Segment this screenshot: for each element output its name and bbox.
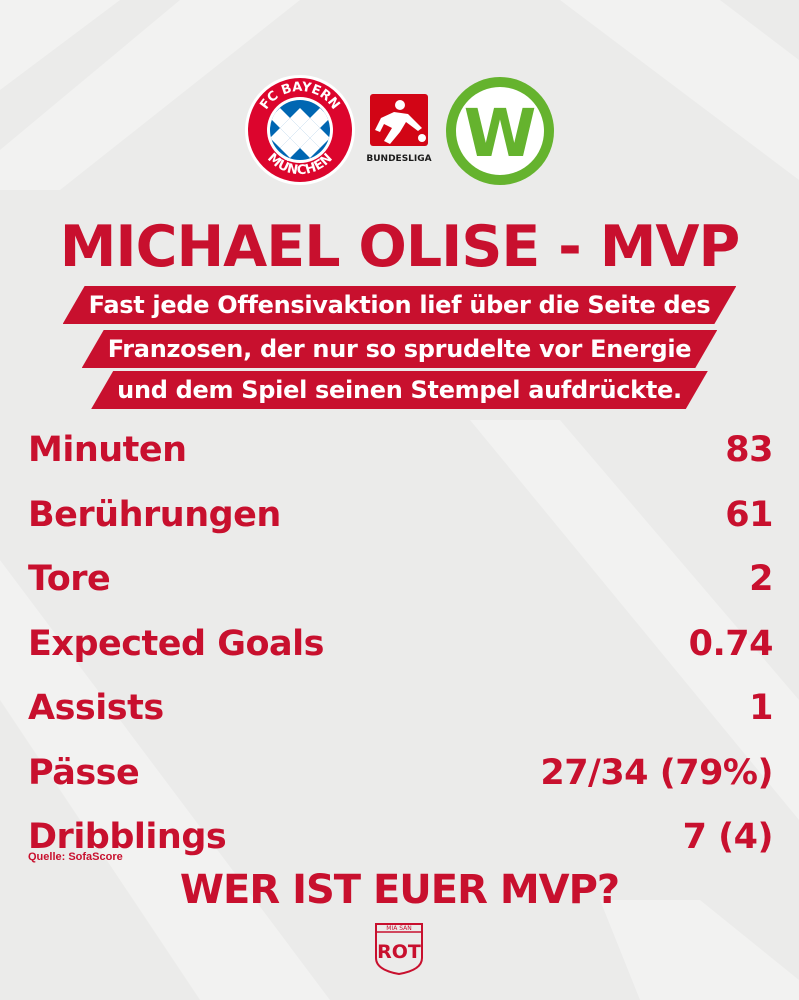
subtitle-banner-1: Fast jede Offensivaktion lief über die S…: [0, 285, 799, 325]
stat-label: Berührungen: [28, 494, 281, 535]
wolfsburg-letter: W: [464, 95, 537, 172]
subtitle-banner-2: Franzosen, der nur so sprudelte vor Ener…: [0, 329, 799, 369]
stat-value: 61: [725, 494, 773, 535]
footer-logo-top-text: MIA SAN: [386, 925, 411, 932]
footer-logo-main-text: ROT: [377, 941, 421, 963]
subtitle-banner-3: und dem Spiel seinen Stempel aufdrückte.: [0, 370, 799, 410]
call-to-action: WER IST EUER MVP?: [179, 867, 620, 913]
bundesliga-logo: BUNDESLIGA: [366, 94, 432, 164]
stat-row-tore: Tore 2: [28, 547, 773, 612]
stat-value: 2: [749, 559, 773, 600]
stat-label: Minuten: [28, 430, 187, 471]
stat-row-expected-goals: Expected Goals 0.74: [28, 612, 774, 677]
stat-row-minuten: Minuten 83: [28, 418, 773, 483]
stat-row-assists: Assists 1: [28, 676, 773, 741]
subtitle-line: Fast jede Offensivaktion lief über die S…: [63, 286, 737, 324]
stat-value: 27/34 (79%): [540, 752, 773, 793]
stat-label: Tore: [28, 559, 111, 600]
stat-row-beruehrungen: Berührungen 61: [28, 483, 773, 548]
stat-row-dribblings: Dribblings 7 (4): [28, 805, 774, 870]
stat-row-paesse: Pässe 27/34 (79%): [28, 741, 773, 806]
source-note: Quelle: SofaScore: [28, 851, 123, 863]
stat-value: 0.74: [688, 623, 774, 664]
subtitle-line: und dem Spiel seinen Stempel aufdrückte.: [91, 371, 708, 409]
stat-label: Assists: [28, 688, 164, 729]
subtitle-line: Franzosen, der nur so sprudelte vor Ener…: [82, 330, 718, 368]
vfl-wolfsburg-logo: W: [446, 77, 554, 185]
stat-value: 83: [725, 430, 773, 471]
fc-bayern-logo: FC BAYERN MÜNCHEN: [245, 75, 355, 185]
page-title: MICHAEL OLISE - MVP: [59, 214, 741, 280]
stat-value: 1: [749, 688, 773, 729]
stat-label: Dribblings: [28, 817, 227, 858]
stats-list: Minuten 83 Berührungen 61 Tore 2 Expecte…: [28, 418, 774, 870]
stat-label: Expected Goals: [28, 623, 324, 664]
stat-value: 7 (4): [682, 817, 774, 858]
bundesliga-caption: BUNDESLIGA: [366, 154, 431, 164]
stat-label: Pässe: [28, 752, 140, 793]
mia-san-rot-logo: MIA SAN ROT: [375, 923, 423, 976]
logo-row: FC BAYERN MÜNCHEN BUNDESLIGA W: [0, 74, 799, 192]
